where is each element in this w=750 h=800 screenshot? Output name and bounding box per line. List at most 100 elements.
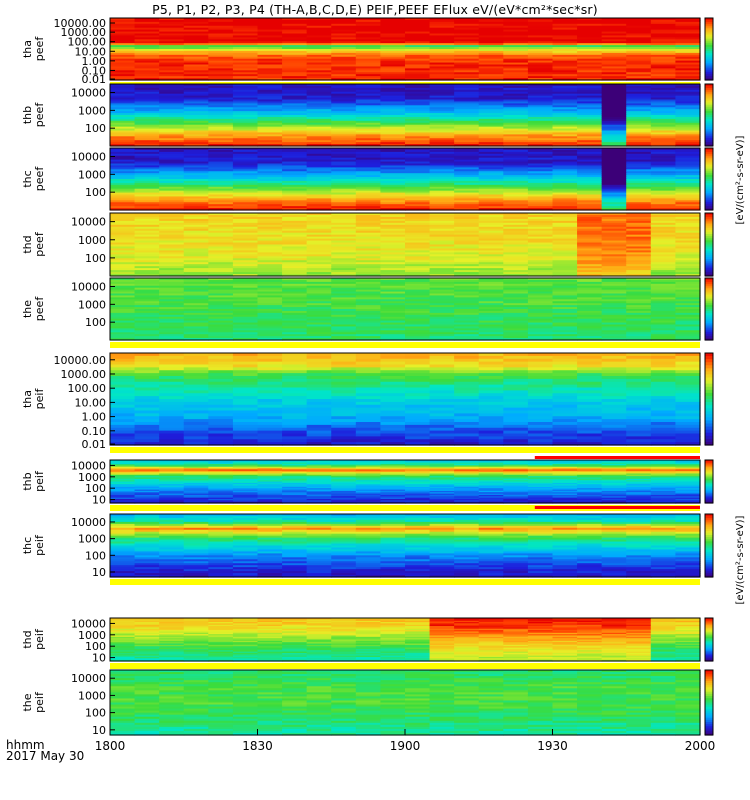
spectrogram-cell — [208, 353, 234, 357]
spectrogram-cell — [429, 260, 455, 263]
spectrogram-cell — [527, 248, 554, 252]
spectrogram-cell — [650, 21, 677, 25]
spectrogram-cell — [134, 258, 160, 261]
spectrogram-cell — [405, 105, 431, 108]
spectrogram-cell — [577, 122, 603, 126]
spectrogram-cell — [429, 37, 455, 40]
colorbar-cell — [705, 284, 713, 287]
spectrogram-cell — [134, 151, 160, 155]
spectrogram-cell — [650, 232, 677, 236]
spectrogram-cell — [675, 353, 701, 357]
spectrogram-cell — [478, 413, 504, 417]
spectrogram-cell — [601, 324, 627, 328]
spectrogram-cell — [380, 70, 406, 73]
spectrogram-cell — [429, 216, 455, 220]
spectrogram-cell — [331, 171, 357, 174]
spectrogram-cell — [454, 144, 480, 147]
spectrogram-cell — [183, 151, 209, 155]
spectrogram-cell — [429, 144, 455, 147]
spectrogram-cell — [159, 116, 185, 120]
spectrogram-cell — [208, 246, 234, 250]
spectrogram-cell — [675, 167, 701, 170]
spectrogram-cell — [552, 289, 578, 293]
spectrogram-cell — [208, 186, 234, 190]
spectrogram-cell — [257, 120, 283, 124]
spectrogram-cell — [183, 322, 209, 326]
spectrogram-cell — [110, 260, 136, 263]
spectrogram-cell — [331, 309, 357, 312]
spectrogram-cell — [355, 47, 382, 50]
spectrogram-cell — [601, 115, 627, 118]
spectrogram-cell — [282, 407, 308, 412]
spectrogram-cell — [208, 218, 234, 222]
spectrogram-cell — [380, 196, 406, 199]
spectrogram-cell — [232, 91, 259, 95]
spectrogram-cell — [306, 101, 332, 104]
spectrogram-cell — [405, 285, 431, 289]
spectrogram-cell — [626, 309, 652, 312]
spectrogram-cell — [380, 287, 406, 291]
spectrogram-cell — [650, 218, 677, 222]
spectrogram-cell — [503, 270, 529, 273]
spectrogram-cell — [577, 274, 603, 277]
spectrogram-cell — [552, 278, 578, 281]
spectrogram-cell — [405, 278, 431, 281]
spectrogram-cell — [405, 436, 431, 440]
spectrogram-cell — [134, 228, 160, 232]
spectrogram-cell — [405, 25, 431, 29]
spectrogram-cell — [503, 116, 529, 120]
spectrogram-cell — [306, 361, 332, 366]
spectrogram-cell — [675, 248, 701, 252]
spectrogram-cell — [306, 177, 332, 180]
spectrogram-cell — [552, 45, 578, 48]
spectrogram-cell — [110, 70, 136, 73]
spectrogram-cell — [355, 370, 382, 374]
spectrogram-cell — [134, 497, 160, 500]
spectrogram-cell — [429, 93, 455, 97]
spectrogram-cell — [355, 93, 382, 97]
probe-label: thc — [21, 170, 34, 187]
spectrogram-cell — [208, 248, 234, 252]
spectrogram-cell — [380, 198, 406, 201]
spectrogram-cell — [675, 361, 701, 366]
spectrogram-cell — [552, 220, 578, 224]
spectrogram-cell — [577, 256, 603, 259]
spectrogram-cell — [429, 140, 455, 143]
spectrogram-cell — [577, 238, 603, 242]
spectrogram-cell — [183, 159, 209, 163]
spectrogram-cell — [626, 439, 652, 443]
spectrogram-cell — [208, 157, 234, 161]
spectrogram-cell — [159, 151, 185, 155]
spectrogram-cell — [626, 274, 652, 277]
spectrogram-cell — [527, 56, 554, 60]
spectrogram-cell — [527, 89, 554, 93]
spectrogram-cell — [577, 407, 603, 412]
spectrogram-cell — [503, 293, 529, 297]
spectrogram-cell — [232, 407, 259, 412]
spectrogram-cell — [380, 39, 406, 42]
spectrogram-cell — [527, 322, 554, 326]
spectrogram-cell — [405, 312, 431, 316]
spectrogram-cell — [110, 190, 136, 194]
spectrogram-cell — [626, 93, 652, 97]
spectrogram-cell — [626, 208, 652, 211]
spectrogram-cell — [257, 242, 283, 246]
spectrogram-cell — [183, 399, 209, 403]
spectrogram-cell — [527, 220, 554, 224]
spectrogram-cell — [355, 328, 382, 331]
spectrogram-cell — [429, 33, 455, 37]
spectrogram-cell — [601, 384, 627, 389]
spectrogram-cell — [110, 320, 136, 324]
colorbar-cell — [705, 392, 713, 397]
spectrogram-cell — [601, 50, 627, 54]
spectrogram-cell — [183, 144, 209, 147]
spectrogram-cell — [208, 66, 234, 69]
colorbar-cell — [705, 205, 713, 209]
spectrogram-cell — [577, 226, 603, 230]
panel-frame — [109, 147, 701, 211]
spectrogram-cell — [405, 427, 431, 432]
spectrogram-cell — [208, 250, 234, 253]
spectrogram-cell — [577, 436, 603, 440]
y-tick-label: 10000.00 — [54, 354, 107, 367]
spectrogram-cell — [429, 404, 455, 409]
